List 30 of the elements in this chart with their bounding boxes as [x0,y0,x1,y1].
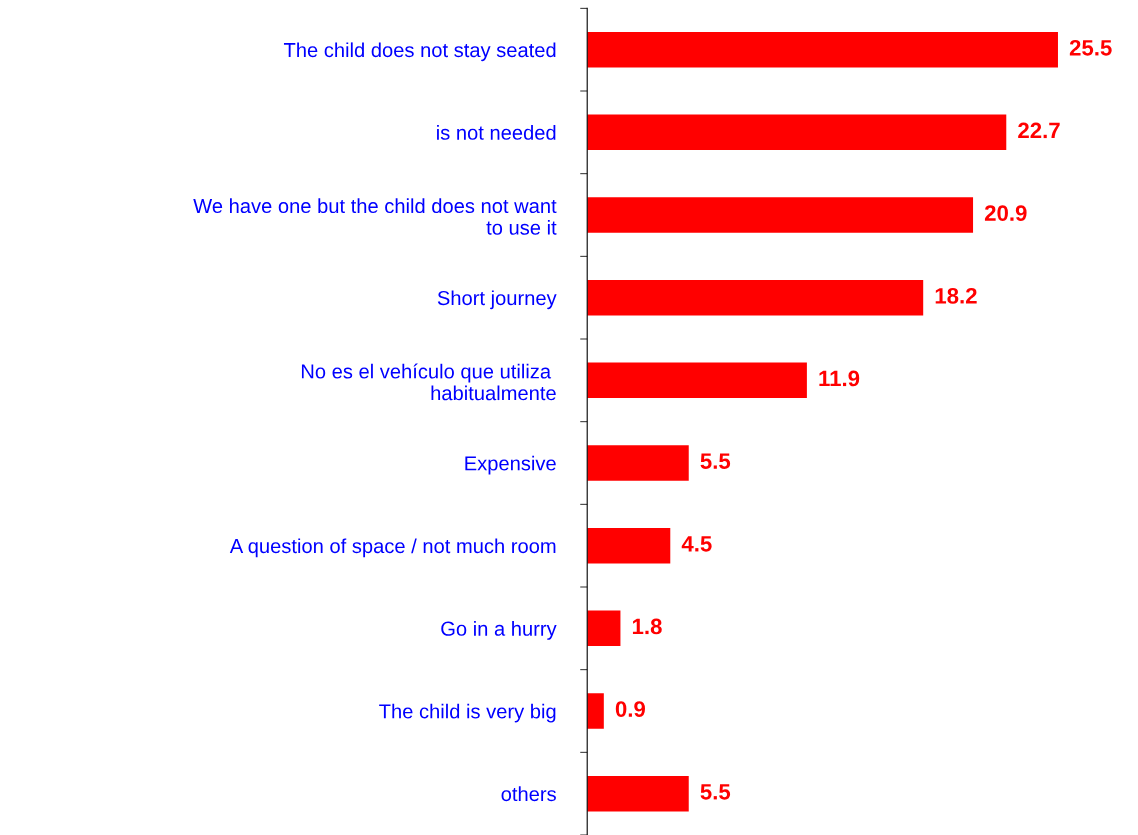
y-tick-label: We have one but the child does not want to use it [193,198,557,235]
data-label: 5.5 [700,453,731,469]
y-tick-label: The child is very big [379,703,556,723]
data-label: 4.5 [681,536,712,552]
data-label: 0.9 [615,701,645,717]
y-tick-label: Expensive [465,455,556,475]
bar [587,114,1007,151]
y-tick-label: is not needed [437,125,556,140]
y-tick-label: others [501,786,556,802]
data-label: 20.9 [984,205,1027,221]
bar [587,279,924,316]
y-tick-label: No es el vehículo que utiliza habitualmente [301,363,556,401]
data-label: 25.5 [1069,39,1112,56]
y-tick-label: Go in a hurry [441,621,557,640]
bar [587,445,689,481]
bar [587,362,807,399]
y-tick-label: A question of space / not much room [229,538,556,558]
data-label: 22.7 [1018,122,1060,139]
bar [587,197,974,233]
bar [587,31,1058,68]
bar [587,610,621,647]
bar [587,693,604,729]
data-label: 11.9 [819,370,860,387]
bar [587,527,671,564]
y-tick-label: The child does not stay seated [283,42,556,62]
data-label: 5.5 [700,784,731,800]
data-label: 1.8 [632,618,662,635]
y-tick-label: Short journey [437,290,557,310]
bar [587,775,689,812]
data-label: 18.2 [935,287,977,304]
